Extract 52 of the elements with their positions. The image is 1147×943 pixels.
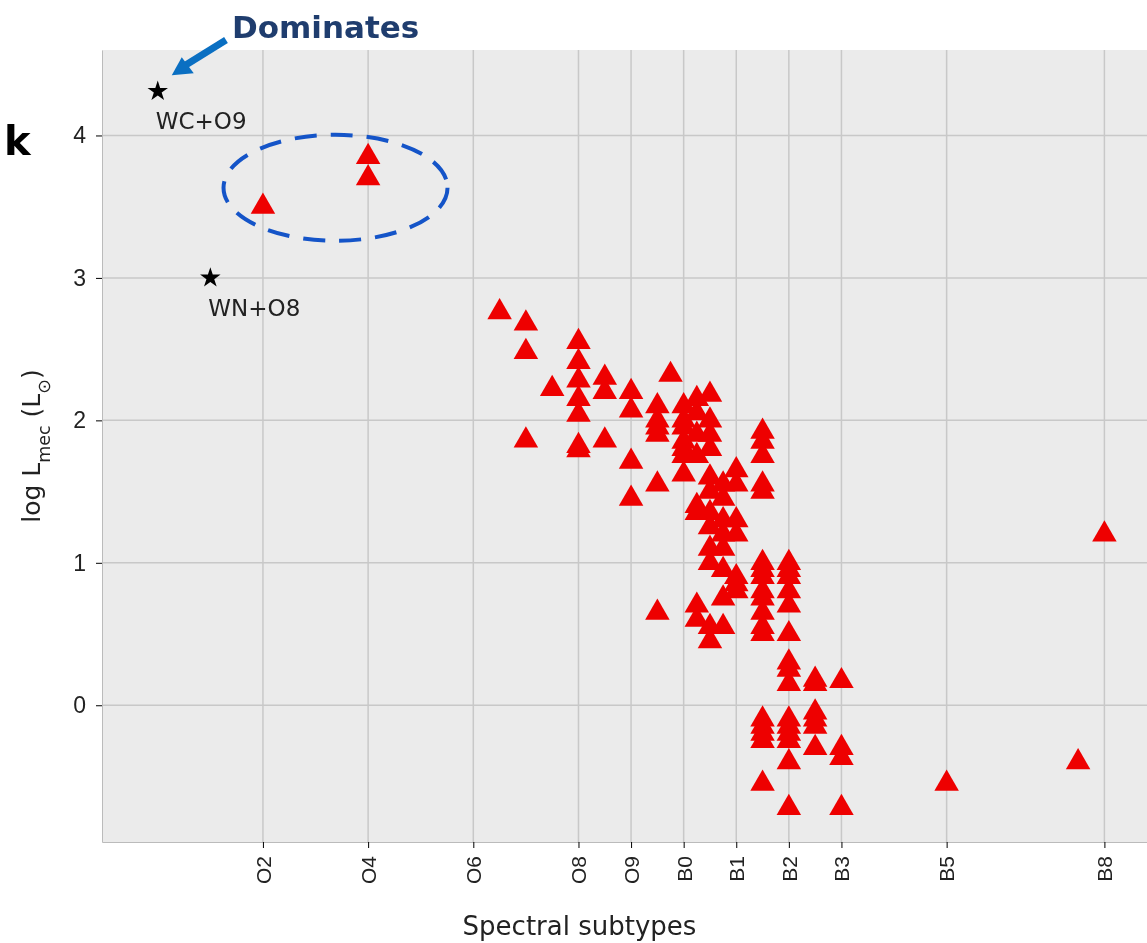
point	[618, 377, 644, 399]
text: k	[4, 118, 32, 164]
point	[355, 164, 381, 186]
point	[513, 337, 539, 360]
point	[566, 347, 591, 370]
x-tick-label: O4	[356, 855, 380, 885]
x-tick-label: B8	[1093, 856, 1117, 882]
x-tick-label: O8	[567, 856, 591, 885]
point	[776, 748, 802, 770]
point	[592, 426, 618, 448]
point	[645, 470, 670, 492]
point	[539, 374, 565, 397]
point	[750, 769, 775, 791]
annotation: WN+O8	[208, 294, 301, 321]
point	[934, 769, 959, 791]
x-tick-label: B0	[672, 856, 696, 882]
point	[1065, 748, 1091, 770]
point	[250, 192, 276, 214]
point	[829, 793, 854, 815]
x-tick-label: O2	[251, 856, 275, 885]
point	[658, 360, 683, 382]
y-tick-label: 4	[73, 122, 87, 149]
point	[645, 598, 670, 620]
point	[618, 396, 644, 418]
point	[566, 384, 591, 407]
point	[776, 793, 802, 815]
point	[618, 447, 644, 469]
x-axis-title: Spectral subtypes	[462, 911, 697, 941]
x-tick-label: O9	[619, 856, 643, 885]
point	[776, 619, 802, 642]
point	[1092, 520, 1117, 542]
x-tick-label: O6	[462, 856, 486, 885]
point	[566, 327, 591, 350]
point	[355, 142, 381, 164]
annotation: WC+O9	[155, 108, 247, 135]
x-tick-label: B1	[725, 856, 749, 882]
y-tick-label: 0	[73, 692, 87, 719]
y-tick-label: 2	[73, 407, 87, 434]
x-tick-label: B3	[830, 856, 854, 882]
point	[829, 666, 854, 689]
y-tick-label: 1	[73, 549, 87, 576]
point	[618, 484, 644, 506]
point	[802, 733, 828, 756]
point	[487, 297, 512, 320]
x-tick-label: B5	[935, 856, 959, 882]
text: Dominates	[232, 9, 420, 45]
point	[513, 309, 539, 331]
point	[513, 426, 539, 448]
x-tick-label: B2	[777, 856, 801, 882]
point	[566, 366, 591, 388]
point	[671, 460, 696, 482]
y-tick-label: 3	[73, 264, 87, 291]
